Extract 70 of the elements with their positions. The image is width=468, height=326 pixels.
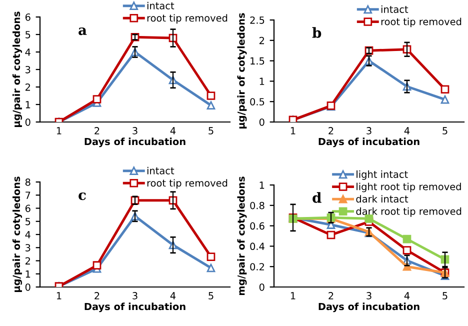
y-tick-label: 6 (25, 204, 30, 212)
x-tick-label: 2 (94, 292, 100, 300)
y-tick-label: 2 (26, 83, 30, 91)
x-tick-label: 4 (404, 127, 410, 134)
y-tick-label: 4 (25, 48, 30, 56)
y-tick-label: 5 (26, 31, 30, 38)
y-tick-label: 8 (25, 178, 30, 186)
y-tick-label: 6 (25, 13, 30, 21)
y-tick-label: 0.8 (250, 202, 264, 210)
x-tick-label: 1 (56, 127, 62, 134)
y-tick-label: 7 (26, 192, 30, 199)
x-tick-label: 3 (366, 127, 372, 134)
x-tick-label: 1 (56, 292, 62, 300)
y-tick-label: 3 (26, 244, 30, 252)
x-tick-label: 5 (208, 292, 214, 300)
annotation: a (78, 27, 87, 36)
x-tick-label: 5 (442, 127, 448, 134)
y-tick-label: 2 (26, 257, 30, 264)
x-tick-label: 5 (442, 292, 448, 300)
y-axis-title: μg/pair of cotyledons (12, 176, 22, 292)
y-tick-label: 1 (26, 270, 30, 278)
y-tick-label: 1.5 (250, 57, 264, 65)
y-tick-label: 5 (26, 218, 30, 226)
x-axis-title: Days of incubation (318, 302, 420, 312)
x-tick-label: 4 (404, 292, 410, 300)
y-tick-label: 0 (25, 118, 30, 126)
y-tick-label: 3 (26, 66, 30, 74)
x-axis-title: Days of incubation (84, 138, 186, 148)
x-tick-label: 3 (132, 292, 138, 300)
y-tick-label: 4 (25, 231, 30, 238)
legend-label: intact (147, 2, 174, 10)
annotation: c (78, 192, 86, 200)
y-tick-label: 0 (25, 283, 30, 291)
annotation: b (312, 27, 322, 38)
y-tick-label: 0.5 (250, 98, 264, 106)
x-axis-title: Days of incubation (318, 138, 420, 148)
legend-label: root tip removed (381, 18, 462, 28)
x-tick-label: 3 (132, 127, 138, 134)
x-tick-label: 2 (328, 292, 334, 300)
legend-label: root tip removed (147, 179, 228, 189)
y-tick-label: 2 (260, 36, 264, 44)
x-tick-label: 5 (208, 127, 214, 134)
y-tick-label: 0.6 (250, 222, 264, 230)
y-axis-title: μg/pair of cotyledons (12, 12, 22, 128)
x-tick-label: 4 (170, 292, 176, 300)
x-tick-label: 2 (94, 127, 100, 134)
legend-label: light intact (356, 170, 408, 180)
legend-label: dark root tip removed (356, 207, 462, 217)
y-tick-label: 1 (26, 101, 30, 108)
x-axis-title: Days of incubation (84, 302, 186, 312)
y-axis-title: μg/pair of cotyledons (237, 13, 247, 129)
legend-label: light root tip removed (356, 182, 461, 192)
y-axis-title: mg/pair of cotyledons (237, 176, 247, 296)
y-tick-label: 2.5 (250, 16, 264, 24)
y-tick-label: 1 (260, 78, 264, 85)
x-tick-label: 1 (290, 127, 296, 134)
legend-label: intact (147, 166, 174, 174)
x-tick-label: 2 (328, 127, 334, 134)
legend-label: dark intact (356, 195, 408, 203)
legend-label: root tip removed (147, 14, 228, 24)
legend-label: intact (381, 5, 408, 13)
x-tick-label: 1 (290, 292, 296, 300)
x-tick-label: 4 (170, 127, 176, 134)
y-tick-label: 0.2 (250, 263, 264, 270)
x-tick-label: 3 (366, 292, 372, 300)
y-tick-label: 0.4 (250, 242, 264, 250)
y-tick-label: 0 (259, 283, 264, 291)
y-tick-label: 1 (260, 182, 264, 189)
annotation: d (312, 192, 322, 203)
y-tick-label: 0 (259, 118, 264, 126)
